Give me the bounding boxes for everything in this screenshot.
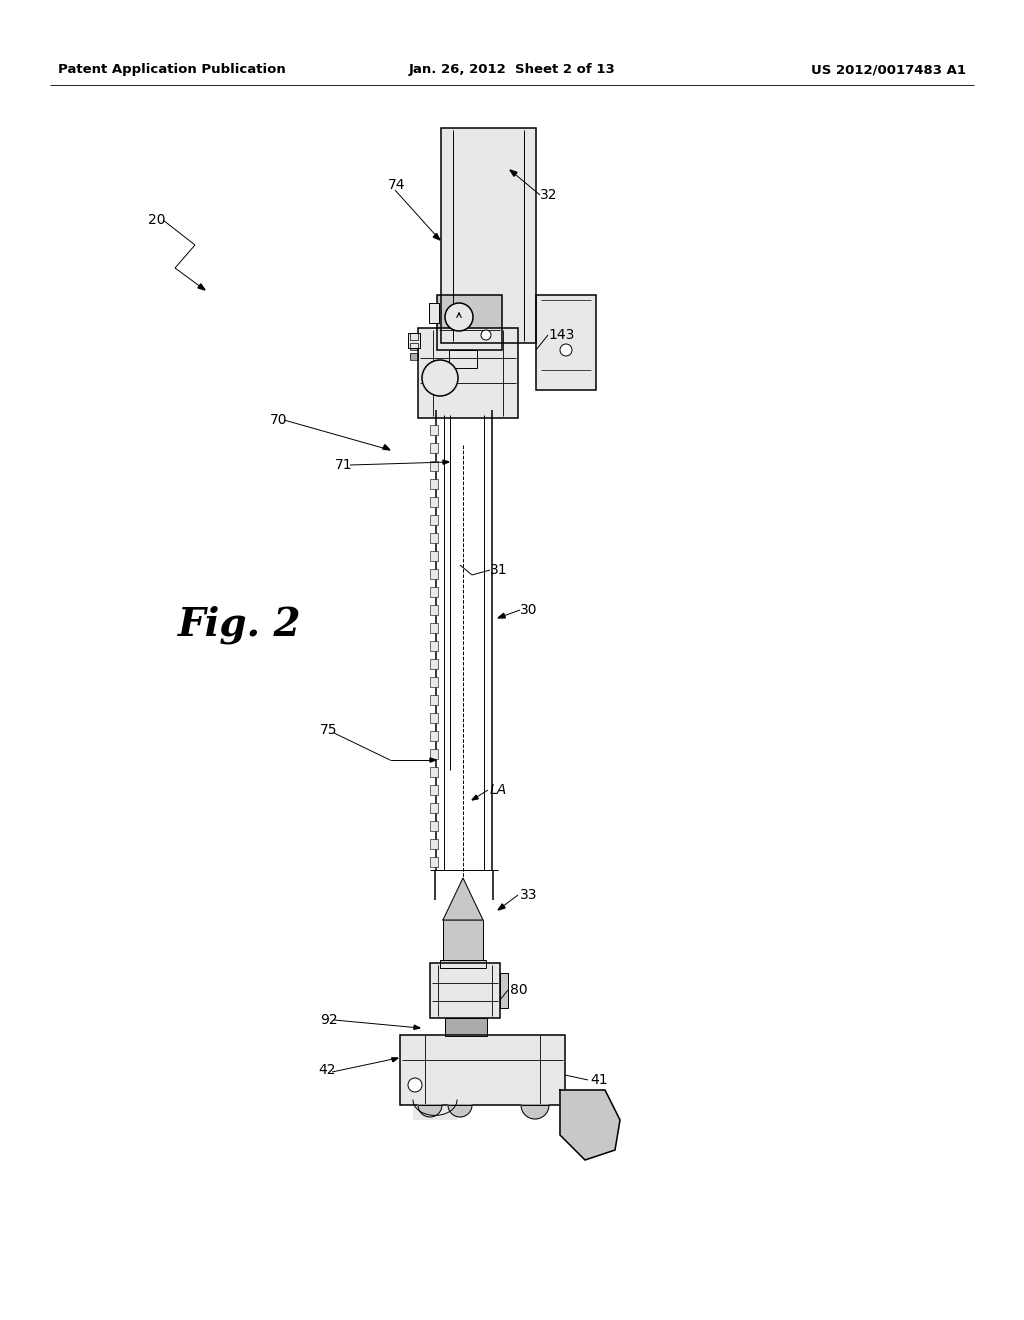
Bar bbox=[500, 973, 508, 1008]
Polygon shape bbox=[443, 878, 483, 920]
Bar bbox=[430, 515, 438, 525]
Bar bbox=[437, 294, 502, 350]
Bar bbox=[441, 128, 536, 343]
Bar bbox=[430, 444, 438, 453]
Text: 80: 80 bbox=[510, 983, 527, 997]
Bar bbox=[430, 550, 438, 561]
Bar bbox=[410, 343, 418, 350]
Polygon shape bbox=[521, 1105, 549, 1119]
Bar bbox=[430, 964, 500, 1018]
Bar bbox=[410, 352, 418, 360]
Bar bbox=[430, 767, 438, 777]
Bar bbox=[418, 327, 518, 418]
Text: 92: 92 bbox=[319, 1012, 338, 1027]
Text: 32: 32 bbox=[540, 187, 557, 202]
Polygon shape bbox=[433, 234, 440, 240]
Bar bbox=[410, 343, 418, 350]
Bar bbox=[445, 1018, 487, 1036]
Bar bbox=[430, 569, 438, 579]
Text: 70: 70 bbox=[270, 413, 288, 426]
Text: Fig. 2: Fig. 2 bbox=[178, 606, 301, 644]
Text: 71: 71 bbox=[335, 458, 352, 473]
Bar bbox=[449, 350, 477, 368]
Polygon shape bbox=[198, 284, 205, 290]
Text: US 2012/0017483 A1: US 2012/0017483 A1 bbox=[811, 63, 966, 77]
Text: 143: 143 bbox=[548, 327, 574, 342]
Bar bbox=[441, 128, 536, 343]
Bar bbox=[430, 425, 438, 436]
Circle shape bbox=[481, 330, 490, 341]
Text: 41: 41 bbox=[590, 1073, 607, 1086]
Bar bbox=[410, 333, 418, 341]
Text: 20: 20 bbox=[148, 213, 166, 227]
Text: 31: 31 bbox=[490, 564, 508, 577]
Bar bbox=[430, 461, 438, 471]
Polygon shape bbox=[498, 614, 506, 618]
Polygon shape bbox=[418, 1105, 442, 1117]
Bar bbox=[440, 960, 486, 968]
Bar bbox=[443, 920, 483, 960]
Bar bbox=[430, 821, 438, 832]
Polygon shape bbox=[510, 170, 517, 177]
Bar bbox=[430, 659, 438, 669]
Bar bbox=[430, 605, 438, 615]
Bar bbox=[430, 498, 438, 507]
Bar bbox=[400, 1035, 565, 1105]
Bar bbox=[430, 713, 438, 723]
Circle shape bbox=[422, 360, 458, 396]
Polygon shape bbox=[383, 445, 390, 450]
Text: 75: 75 bbox=[319, 723, 338, 737]
Bar bbox=[429, 304, 439, 323]
Bar bbox=[430, 479, 438, 488]
Bar bbox=[413, 1100, 457, 1119]
Bar bbox=[430, 964, 500, 1018]
Text: LA: LA bbox=[490, 783, 507, 797]
Bar bbox=[430, 748, 438, 759]
Bar bbox=[430, 803, 438, 813]
Circle shape bbox=[445, 304, 473, 331]
Polygon shape bbox=[560, 1090, 620, 1160]
Bar bbox=[430, 587, 438, 597]
Bar bbox=[430, 696, 438, 705]
Bar bbox=[430, 642, 438, 651]
Polygon shape bbox=[430, 758, 436, 762]
Polygon shape bbox=[443, 461, 449, 465]
Text: 74: 74 bbox=[388, 178, 406, 191]
Bar bbox=[430, 857, 438, 867]
Bar bbox=[500, 973, 508, 1008]
Circle shape bbox=[408, 1078, 422, 1092]
Bar bbox=[430, 533, 438, 543]
Polygon shape bbox=[449, 1105, 472, 1117]
Polygon shape bbox=[391, 1057, 398, 1061]
Bar bbox=[430, 731, 438, 741]
Bar bbox=[410, 333, 418, 341]
Polygon shape bbox=[414, 1026, 420, 1030]
Bar bbox=[445, 1018, 487, 1036]
Bar bbox=[430, 623, 438, 634]
Bar bbox=[430, 785, 438, 795]
Circle shape bbox=[560, 345, 572, 356]
Bar bbox=[449, 350, 477, 368]
Bar bbox=[536, 294, 596, 389]
Text: 30: 30 bbox=[520, 603, 538, 616]
Bar bbox=[410, 352, 418, 360]
Text: Patent Application Publication: Patent Application Publication bbox=[58, 63, 286, 77]
Text: 42: 42 bbox=[318, 1063, 336, 1077]
Polygon shape bbox=[498, 904, 505, 909]
Text: Jan. 26, 2012  Sheet 2 of 13: Jan. 26, 2012 Sheet 2 of 13 bbox=[409, 63, 615, 77]
Text: 33: 33 bbox=[520, 888, 538, 902]
Bar bbox=[440, 960, 486, 968]
Bar bbox=[418, 327, 518, 418]
Bar bbox=[536, 294, 596, 389]
Bar bbox=[443, 920, 483, 960]
Bar bbox=[430, 840, 438, 849]
Bar bbox=[437, 294, 502, 350]
Bar bbox=[430, 677, 438, 686]
Polygon shape bbox=[472, 795, 478, 800]
Bar bbox=[400, 1035, 565, 1105]
Bar bbox=[408, 333, 420, 348]
